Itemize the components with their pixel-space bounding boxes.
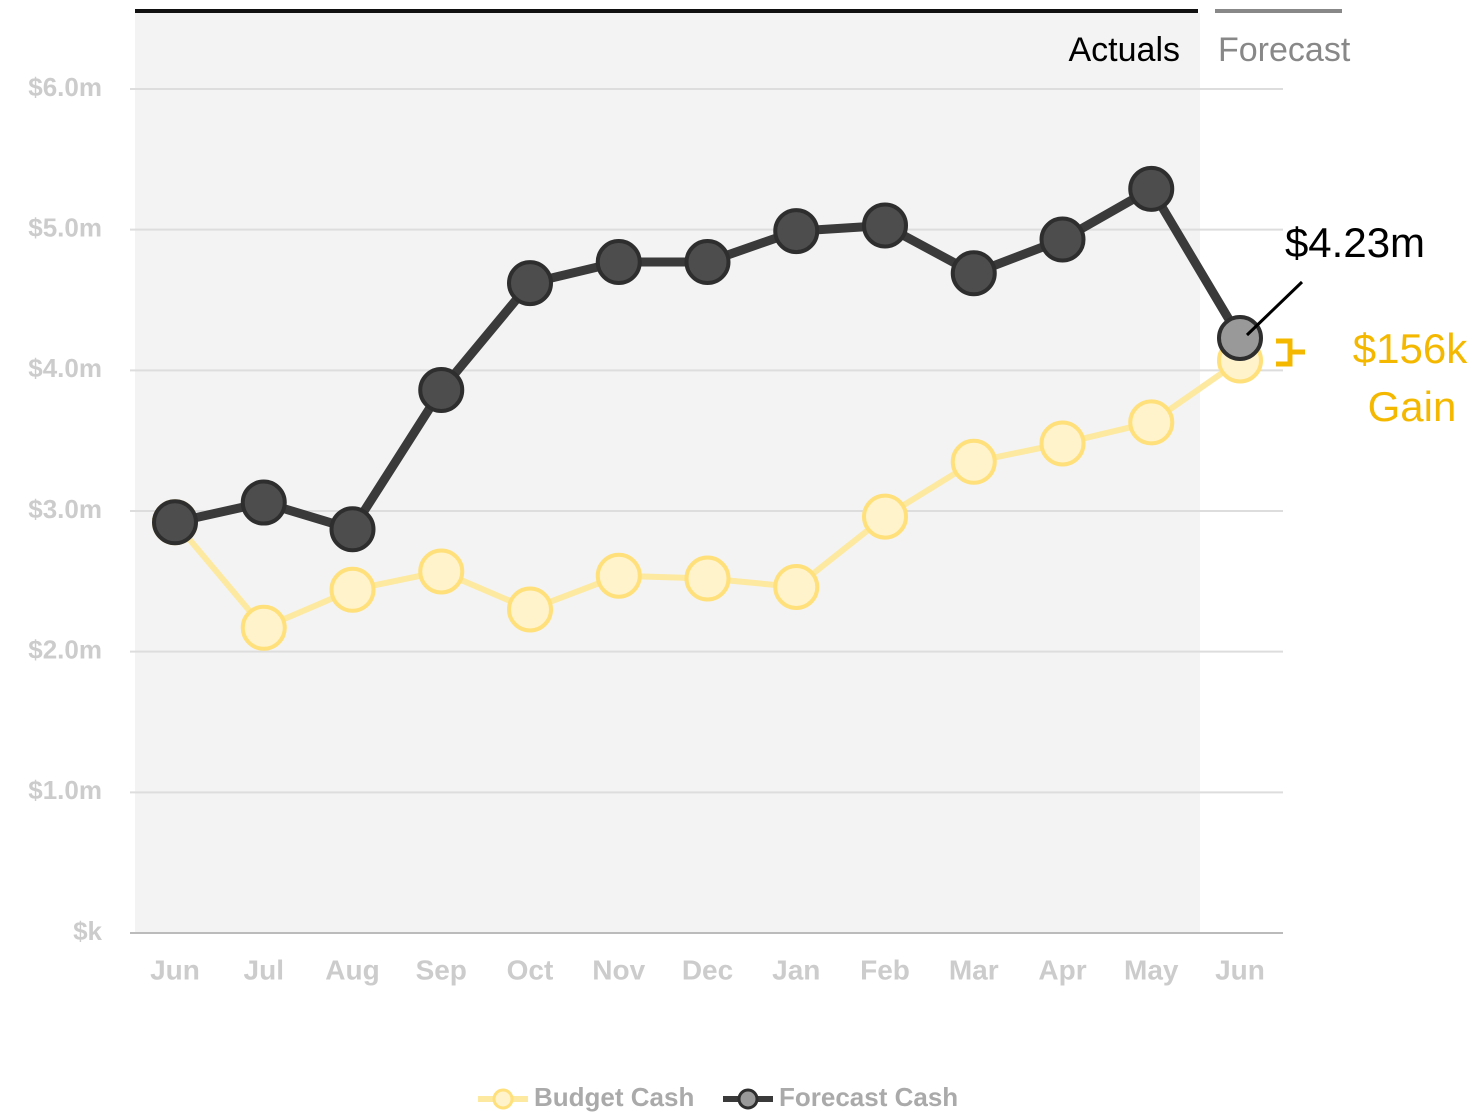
x-tick-label: Oct <box>507 954 554 985</box>
marker <box>862 202 908 249</box>
x-tick-label: Nov <box>592 954 645 985</box>
y-tick-label: $5.0m <box>28 213 102 243</box>
x-tick-label: Apr <box>1038 954 1086 985</box>
marker <box>773 563 820 610</box>
callout-line <box>1245 280 1304 337</box>
marker <box>507 260 553 307</box>
y-tick-label: $3.0m <box>28 494 102 524</box>
marker <box>595 239 642 286</box>
actuals-background <box>135 13 1200 933</box>
marker <box>418 548 465 595</box>
gain-label: Gain <box>1368 383 1457 430</box>
gain-amount: $156k <box>1353 325 1468 372</box>
y-tick-label: $2.0m <box>28 635 102 665</box>
legend-label: Forecast Cash <box>779 1082 958 1112</box>
series <box>152 165 1263 553</box>
marker <box>862 493 908 540</box>
x-tick-label: Sep <box>416 954 467 985</box>
legend-label: Budget Cash <box>534 1082 694 1112</box>
marker <box>418 367 465 414</box>
x-tick-label: Jun <box>150 954 200 985</box>
marker <box>1217 314 1263 361</box>
x-tick-label: Aug <box>325 954 379 985</box>
x-tick-label: Jul <box>244 954 284 985</box>
marker <box>950 250 997 297</box>
marker <box>152 499 198 546</box>
value-callout: $4.23m <box>1285 219 1425 266</box>
marker <box>240 479 287 526</box>
gain-bracket <box>1276 338 1305 367</box>
x-tick-label: Jun <box>1215 954 1265 985</box>
marker <box>240 604 287 651</box>
y-tick-label: $k <box>73 916 102 946</box>
marker <box>1039 420 1086 467</box>
actuals-label: Actuals <box>1069 31 1181 69</box>
x-tick-label: Feb <box>860 954 910 985</box>
marker <box>773 208 820 255</box>
legend-marker <box>737 1088 759 1110</box>
marker <box>329 506 376 553</box>
x-tick-label: May <box>1124 954 1179 985</box>
x-tick-label: Dec <box>682 954 733 985</box>
legend-marker <box>492 1088 514 1110</box>
marker <box>595 552 642 599</box>
marker <box>507 586 553 633</box>
x-tick-label: Jan <box>772 954 820 985</box>
marker <box>1128 165 1175 212</box>
forecast-label: Forecast <box>1218 31 1351 69</box>
x-tick-label: Mar <box>949 954 999 985</box>
marker <box>329 566 376 613</box>
marker <box>684 239 731 286</box>
marker <box>1039 216 1086 263</box>
y-tick-label: $1.0m <box>28 775 102 805</box>
marker <box>950 438 997 485</box>
marker <box>684 555 731 602</box>
y-tick-label: $4.0m <box>28 353 102 383</box>
y-tick-label: $6.0m <box>28 72 102 102</box>
marker <box>1128 399 1175 446</box>
